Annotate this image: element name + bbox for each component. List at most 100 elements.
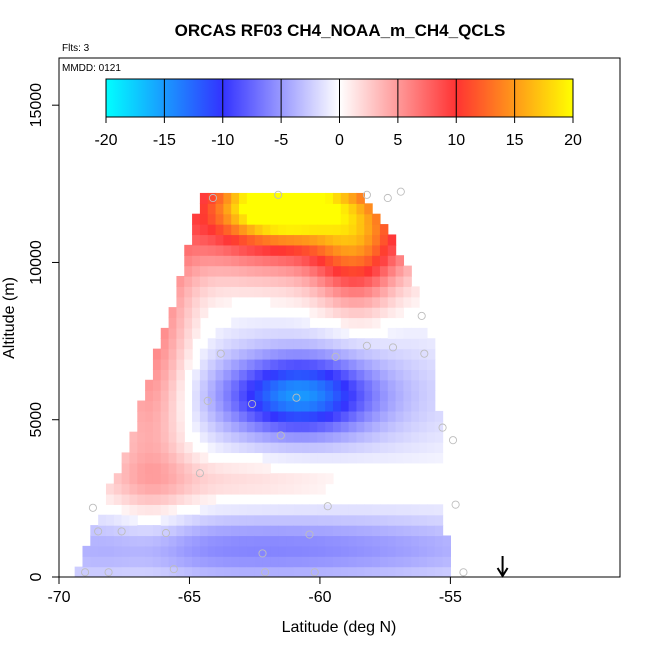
heatmap-cell (293, 483, 303, 495)
heatmap-cell (192, 556, 201, 568)
heatmap-cell (309, 483, 318, 495)
heatmap-cell (301, 473, 311, 485)
heatmap-cell (168, 566, 178, 577)
heatmap-cell (301, 369, 311, 381)
heatmap-cell (231, 224, 240, 236)
y-tick-label: 15000 (28, 83, 45, 128)
heatmap-cell (262, 327, 271, 339)
heatmap-cell (215, 390, 224, 402)
heatmap-cell (176, 307, 185, 319)
heatmap-cell (121, 545, 131, 557)
heatmap-cell (325, 390, 334, 402)
heatmap-cell (395, 400, 405, 412)
heatmap-cell (364, 379, 373, 391)
heatmap-cell (317, 275, 326, 287)
heatmap-cell (168, 359, 178, 370)
heatmap-cell (340, 265, 350, 277)
heatmap-cell (340, 192, 350, 204)
heatmap-cell (192, 525, 201, 537)
heatmap-cell (317, 224, 326, 236)
heatmap-cell (223, 359, 232, 370)
heatmap-cell (403, 514, 412, 526)
heatmap-cell (231, 244, 240, 256)
heatmap-cell (215, 338, 224, 350)
heatmap-cell (152, 442, 162, 454)
heatmap-cell (419, 359, 428, 370)
heatmap-cell (246, 535, 256, 547)
heatmap-cell (325, 452, 334, 464)
colorbar-tick-label: 20 (564, 132, 582, 149)
heatmap-cell (317, 255, 326, 267)
heatmap-cell (184, 514, 193, 526)
heatmap-cell (434, 525, 444, 537)
heatmap-cell (278, 296, 287, 308)
heatmap-cell (145, 410, 154, 422)
heatmap-cell (262, 400, 271, 412)
heatmap-cell (152, 462, 162, 474)
heatmap-cell (293, 556, 303, 568)
heatmap-cell (223, 379, 232, 391)
heatmap-cell (293, 348, 303, 360)
heatmap-cell (223, 255, 232, 267)
heatmap-cell (379, 535, 389, 547)
heatmap-cell (239, 203, 248, 215)
heatmap-cell (309, 286, 318, 298)
heatmap-cell (364, 535, 373, 547)
heatmap-cell (426, 379, 436, 391)
heatmap-cell (199, 410, 209, 422)
heatmap-cell (199, 213, 209, 225)
sample-point (331, 352, 340, 361)
heatmap-cell (152, 566, 162, 577)
heatmap-cell (364, 545, 373, 557)
heatmap-cell (246, 410, 256, 422)
heatmap-cell (387, 359, 397, 370)
heatmap-cell (379, 525, 389, 537)
heatmap-cell (348, 545, 358, 557)
heatmap-cell (364, 431, 373, 443)
heatmap-cell (152, 535, 162, 547)
heatmap-cell (254, 317, 264, 329)
heatmap-cell (286, 556, 295, 568)
heatmap-cell (403, 369, 412, 381)
heatmap-cell (231, 545, 240, 557)
heatmap-cell (231, 514, 240, 526)
heatmap-cell (411, 327, 420, 339)
heatmap-cell (317, 348, 326, 360)
heatmap-cell (246, 431, 256, 443)
heatmap-cell (356, 275, 365, 287)
heatmap-cell (239, 213, 248, 225)
heatmap-cell (176, 535, 185, 547)
heatmap-cell (121, 525, 131, 537)
heatmap-cell (192, 493, 201, 505)
heatmap-cell (395, 307, 405, 319)
sample-point (396, 187, 405, 196)
heatmap-cell (168, 317, 178, 329)
heatmap-cell (121, 514, 131, 526)
heatmap-cell (262, 348, 271, 360)
heatmap-cell (239, 234, 248, 246)
heatmap-cell (160, 379, 170, 391)
heatmap-cell (356, 265, 365, 277)
heatmap-cell (246, 234, 256, 246)
heatmap-cell (286, 431, 295, 443)
heatmap-cell (270, 234, 279, 246)
heatmap-cell (105, 556, 115, 568)
heatmap-cell (199, 307, 209, 319)
heatmap-cell (207, 400, 217, 412)
heatmap-cell (372, 431, 381, 443)
heatmap-cell (168, 442, 178, 454)
heatmap-cell (395, 296, 405, 308)
heatmap-cell (356, 431, 365, 443)
heatmap-cell (192, 224, 201, 236)
heatmap-cell (254, 514, 264, 526)
heatmap-cell (340, 410, 350, 422)
heatmap-cell (286, 504, 295, 516)
heatmap-cell (317, 203, 326, 215)
colorbar-ticks: -20 -15 -10 -5 0 5 10 15 20 (94, 79, 582, 149)
heatmap-cell (403, 452, 412, 464)
heatmap-cell (426, 535, 436, 547)
heatmap-cell (325, 359, 334, 370)
heatmap-cell (192, 514, 201, 526)
heatmap-cell (215, 255, 224, 267)
heatmap-cell (270, 265, 279, 277)
